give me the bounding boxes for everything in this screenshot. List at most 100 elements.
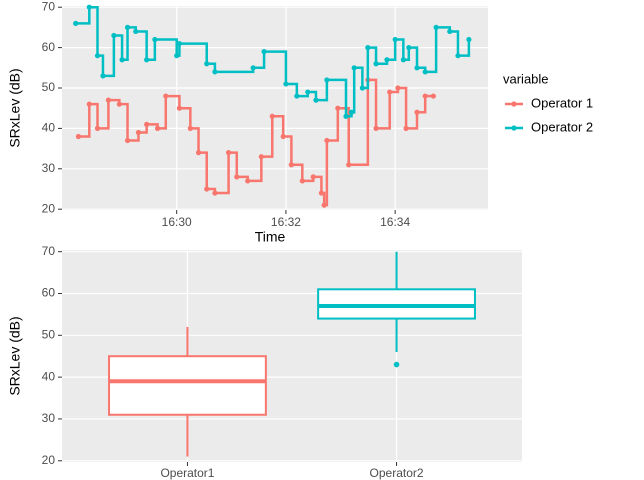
point — [176, 105, 183, 111]
legend-symbol — [511, 125, 517, 131]
point — [154, 125, 161, 131]
y-axis-title: SRxLev (dB) — [7, 68, 23, 147]
step-segment — [138, 124, 148, 134]
point — [387, 89, 393, 95]
point — [245, 178, 251, 184]
step-segment — [102, 35, 116, 78]
point — [86, 4, 92, 10]
point — [100, 73, 106, 79]
step-segment — [417, 96, 427, 114]
point — [400, 57, 406, 63]
step-segment — [247, 156, 263, 183]
point — [414, 109, 420, 115]
point — [395, 85, 401, 91]
point — [346, 162, 352, 168]
step-segment — [326, 78, 348, 117]
y-tick-label: 60 — [42, 286, 56, 300]
point — [324, 77, 330, 83]
x-tick-label: Operator1 — [160, 466, 214, 480]
point — [94, 125, 101, 131]
y-tick-label: 20 — [42, 453, 56, 467]
step-segment — [228, 151, 239, 177]
point — [250, 65, 256, 71]
step-segment — [326, 108, 340, 142]
point — [313, 97, 319, 103]
step-segment — [154, 38, 178, 56]
point — [234, 174, 240, 180]
x-tick-label: 16:32 — [271, 215, 301, 229]
step-segment — [135, 30, 148, 60]
point — [212, 69, 218, 75]
point — [430, 93, 436, 99]
step-segment — [283, 135, 293, 165]
point — [288, 162, 294, 168]
step-segment — [285, 82, 299, 97]
point — [75, 133, 81, 140]
point — [359, 85, 365, 91]
point — [373, 125, 379, 131]
point — [343, 113, 349, 119]
point — [94, 53, 101, 59]
step-segment — [179, 106, 192, 129]
outlier — [393, 361, 400, 368]
x-tick-label: Operator2 — [370, 466, 424, 480]
y-tick-label: 40 — [42, 121, 56, 135]
step-segment — [315, 79, 329, 102]
y-tick-label: 30 — [42, 411, 56, 425]
step-segment — [376, 92, 391, 130]
step-segment — [397, 86, 408, 129]
step-segment — [261, 116, 274, 158]
step-segment — [354, 66, 364, 89]
point — [447, 28, 453, 35]
point — [133, 28, 139, 35]
step-segment — [307, 90, 318, 101]
step-segment — [97, 100, 110, 130]
point — [261, 49, 267, 55]
step-segment — [313, 175, 323, 194]
point — [174, 53, 180, 59]
point — [152, 36, 158, 43]
step-segment — [75, 7, 91, 25]
x-tick-label: 16:30 — [162, 215, 192, 229]
point — [111, 32, 117, 39]
point — [187, 125, 193, 131]
step-segment — [119, 102, 129, 141]
point — [105, 97, 112, 103]
legend-label: Operator 2 — [531, 119, 593, 134]
step-segment — [425, 27, 438, 74]
step-segment — [206, 62, 217, 72]
point — [324, 137, 330, 144]
step-segment — [449, 30, 460, 56]
step-segment — [367, 78, 378, 129]
point — [204, 61, 210, 67]
point — [321, 202, 327, 208]
point — [299, 178, 305, 184]
plot-background — [62, 6, 488, 210]
point — [73, 20, 79, 26]
point — [119, 57, 125, 63]
y-tick-label: 50 — [42, 80, 56, 94]
y-tick-label: 30 — [42, 161, 56, 175]
point — [86, 101, 92, 107]
y-tick-label: 70 — [42, 244, 56, 258]
point — [351, 65, 357, 71]
step-segment — [367, 46, 378, 64]
step-segment — [457, 39, 471, 57]
point — [384, 57, 390, 63]
point — [195, 150, 202, 156]
point — [422, 93, 428, 99]
point — [135, 129, 142, 136]
box — [317, 288, 476, 320]
point — [403, 125, 409, 131]
point — [335, 105, 341, 111]
y-tick-label: 50 — [42, 327, 56, 341]
point — [124, 24, 131, 31]
point — [310, 174, 316, 180]
point — [348, 109, 355, 115]
point — [258, 154, 264, 160]
step-segment — [113, 34, 124, 60]
step-segment — [78, 104, 91, 138]
x-axis-title: Time — [255, 229, 286, 245]
step-segment — [214, 152, 230, 195]
step-segment — [198, 151, 208, 189]
